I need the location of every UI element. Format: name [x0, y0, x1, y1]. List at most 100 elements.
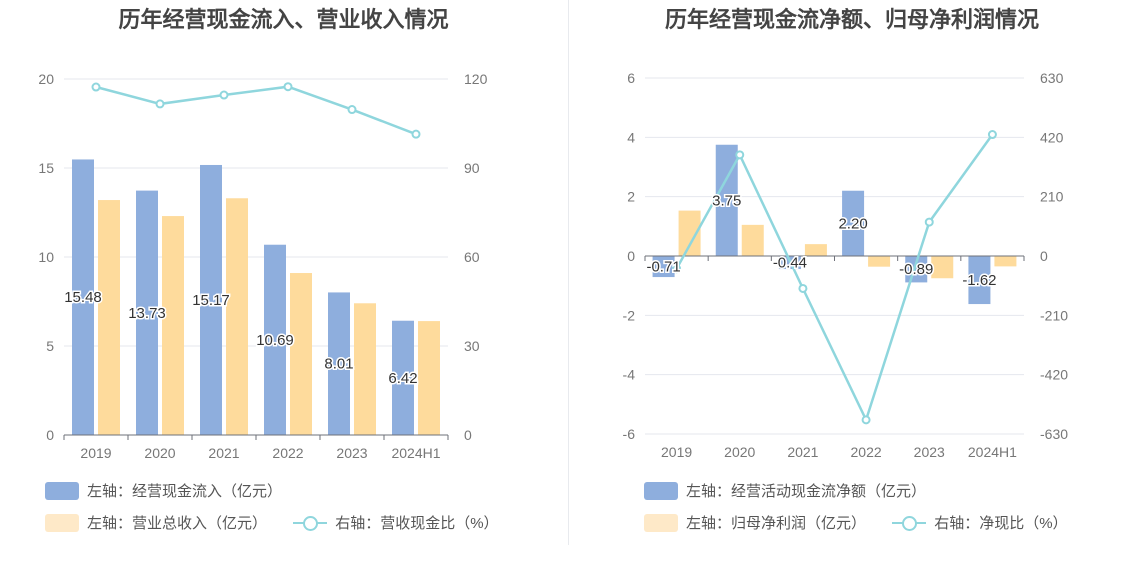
bar-secondary	[868, 256, 891, 267]
right-axis-tick-label: 90	[464, 160, 480, 176]
chart-title: 历年经营现金流净额、归母净利润情况	[664, 7, 1039, 32]
ratio-point	[219, 90, 229, 100]
legend-label: 左轴：归母净利润（亿元）	[686, 515, 867, 532]
ratio-point	[91, 82, 101, 92]
bar-primary	[842, 190, 865, 256]
ratio-point	[987, 130, 997, 140]
bar-primary	[652, 256, 675, 278]
x-axis-category-label: 2021	[208, 445, 239, 461]
x-axis-category-label: 2020	[724, 444, 755, 460]
legend-label: 右轴：营收现金比（%）	[335, 515, 499, 532]
right-axis-tick-label: 60	[464, 249, 480, 265]
legend-swatch-icon	[644, 513, 678, 532]
legend-swatch-icon	[45, 481, 79, 500]
bar-secondary	[931, 256, 954, 279]
left-axis-tick-label: -6	[623, 426, 636, 442]
bar-primary	[72, 159, 94, 435]
bar-data-label: 8.01	[324, 356, 353, 373]
ratio-point	[798, 283, 808, 293]
right-axis-tick-label: -420	[1040, 367, 1068, 383]
right-axis-tick-label: -630	[1040, 426, 1068, 442]
legend-swatch-icon	[644, 481, 678, 500]
x-axis-category-label: 2023	[336, 445, 367, 461]
right-axis-tick-label: 420	[1040, 129, 1064, 145]
left-axis-tick-label: 15	[38, 160, 54, 176]
legend-line-icon	[892, 514, 927, 532]
right-axis-tick-label: -210	[1040, 307, 1068, 323]
legend-item-net-cash-ratio[interactable]: 右轴：净现比（%）	[892, 512, 1068, 533]
chart-plot-cash-inflow: 0 0 5 30 10 60 15 90 20 120 2019 2020 2021 2022 2023 20…	[38, 71, 488, 461]
bar-secondary	[98, 200, 120, 435]
legend: 左轴：经营活动现金流净额（亿元）	[644, 480, 948, 504]
left-axis-tick-label: 5	[46, 338, 54, 354]
bar-data-label: 13.73	[128, 305, 166, 322]
legend-item-net-profit[interactable]: 左轴：归母净利润（亿元）	[644, 512, 866, 533]
bar-secondary	[290, 273, 312, 435]
ratio-line	[675, 133, 994, 424]
legend: 左轴：营业总收入（亿元） 右轴：营收现金比（%）	[45, 512, 521, 536]
bar-primary	[136, 190, 158, 435]
chart-title: 历年经营现金流入、营业收入情况	[118, 7, 449, 32]
bar-secondary	[804, 244, 827, 256]
right-axis-tick-label: 210	[1040, 189, 1064, 205]
bar-primary	[200, 164, 222, 435]
bar-data-label: 2.20	[838, 215, 867, 232]
legend-label: 左轴：营业总收入（亿元）	[87, 515, 268, 532]
legend-item-inflow[interactable]: 左轴：经营现金流入（亿元）	[45, 480, 282, 501]
legend-label: 右轴：净现比（%）	[934, 515, 1068, 532]
x-axis-category-label: 2022	[851, 444, 882, 460]
chart-panel-net-cash: 历年经营现金流净额、归母净利润情况 -6 -630 -4 -420 -2 -210 0 0 2 2…	[570, 0, 1134, 582]
x-axis-category-label: 2024H1	[391, 445, 440, 461]
chart-panel-cash-inflow: 历年经营现金流入、营业收入情况 0 0 5 30 10 60 15 90 20 120 2019 20…	[38, 7, 521, 536]
bar-data-label: -0.71	[646, 259, 680, 276]
ratio-point	[735, 150, 745, 160]
bar-data-label: -1.62	[962, 272, 996, 289]
right-axis-tick-label: 630	[1040, 70, 1064, 86]
bar-secondary	[678, 210, 701, 256]
left-axis-tick-label: 10	[38, 249, 54, 265]
legend-line-icon	[293, 514, 328, 532]
legend: 左轴：经营现金流入（亿元）	[45, 480, 304, 504]
chart-plot-net-cash: -6 -630 -4 -420 -2 -210 0 0 2 210 4 420 6 630 2019 2020…	[623, 70, 1069, 460]
legend: 左轴：归母净利润（亿元） 右轴：净现比（%）	[644, 512, 1090, 536]
left-axis-tick-label: 20	[38, 71, 54, 87]
ratio-point	[924, 217, 934, 227]
x-axis-category-label: 2019	[80, 445, 111, 461]
bar-data-label: 15.17	[192, 292, 230, 309]
bar-primary	[968, 256, 991, 305]
ratio-point	[347, 105, 357, 115]
right-axis-tick-label: 0	[464, 427, 472, 443]
legend-item-net-cash[interactable]: 左轴：经营活动现金流净额（亿元）	[644, 480, 926, 501]
ratio-point	[155, 99, 165, 109]
bar-secondary	[354, 303, 376, 435]
bar-secondary	[418, 321, 440, 435]
right-axis-tick-label: 0	[1040, 248, 1048, 264]
x-axis-category-label: 2020	[144, 445, 175, 461]
bar-primary	[905, 256, 928, 283]
right-axis-tick-label: 30	[464, 338, 480, 354]
bar-primary	[328, 292, 350, 435]
legend-label: 左轴：经营活动现金流净额（亿元）	[686, 483, 927, 500]
right-axis-tick-label: 120	[464, 71, 488, 87]
bar-secondary	[162, 216, 184, 435]
panel-divider	[568, 0, 569, 545]
left-axis-tick-label: 4	[627, 129, 635, 145]
x-axis-category-label: 2019	[661, 444, 692, 460]
bar-primary	[392, 320, 414, 435]
bar-primary	[264, 244, 286, 435]
bar-secondary	[741, 224, 764, 256]
left-axis-tick-label: -4	[623, 367, 636, 383]
bar-data-label: 10.69	[256, 332, 294, 349]
left-axis-tick-label: 0	[627, 248, 635, 264]
legend-item-revenue[interactable]: 左轴：营业总收入（亿元）	[45, 512, 267, 533]
x-axis-category-label: 2021	[787, 444, 818, 460]
ratio-point	[672, 264, 682, 274]
ratio-point	[861, 415, 871, 425]
x-axis-category-label: 2022	[272, 445, 303, 461]
legend-label: 左轴：经营现金流入（亿元）	[87, 483, 283, 500]
left-axis-tick-label: -2	[623, 307, 636, 323]
legend-item-ratio[interactable]: 右轴：营收现金比（%）	[293, 512, 499, 533]
bar-data-label: 15.48	[64, 289, 102, 306]
x-axis-category-label: 2024H1	[968, 444, 1017, 460]
x-axis-category-label: 2023	[914, 444, 945, 460]
